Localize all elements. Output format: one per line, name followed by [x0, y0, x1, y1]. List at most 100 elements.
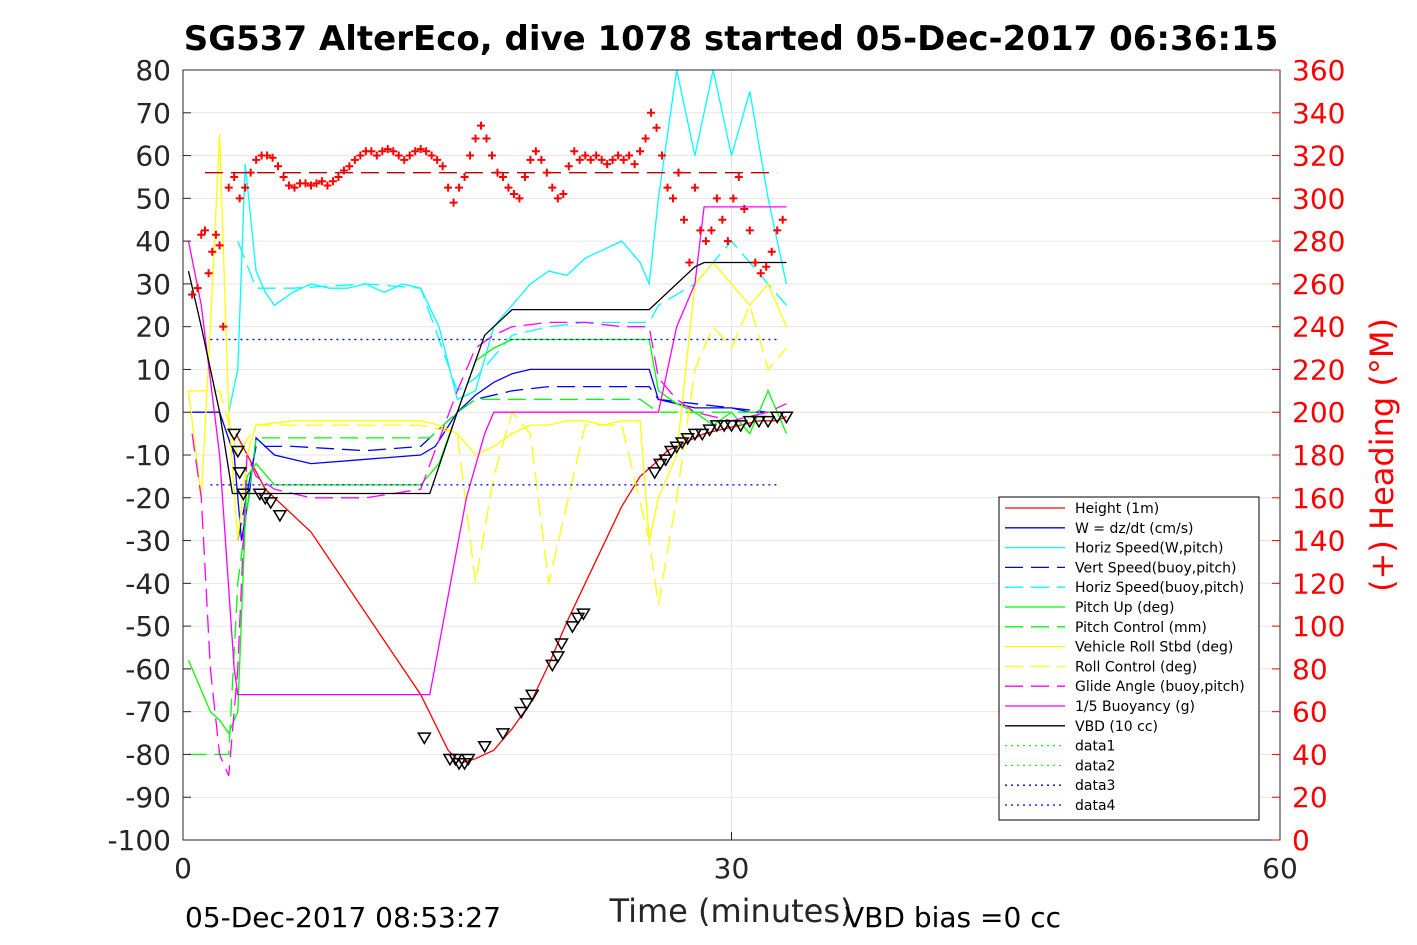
x-tick-label: 0 — [174, 852, 192, 885]
heading-point — [193, 284, 202, 293]
heading-point — [416, 145, 425, 154]
heading-point — [581, 151, 590, 160]
heading-point — [487, 151, 496, 160]
heading-point — [493, 168, 502, 177]
heading-point — [482, 134, 491, 143]
vbd-marker — [702, 424, 717, 437]
heading-point — [652, 123, 661, 132]
heading-point — [553, 194, 562, 203]
heading-point — [466, 151, 475, 160]
y-tick-label: 80 — [135, 54, 171, 87]
vbd-marker — [669, 441, 684, 454]
heading-point — [224, 183, 233, 192]
vbd-marker — [524, 689, 540, 703]
heading-point — [328, 177, 337, 186]
heading-point — [548, 183, 557, 192]
heading-point — [559, 190, 568, 199]
heading-point — [734, 172, 743, 181]
heading-point — [350, 155, 359, 164]
legend-box — [998, 496, 1260, 821]
heading-point — [211, 230, 220, 239]
right-y-tick-label: 320 — [1292, 140, 1345, 173]
heading-point — [515, 194, 524, 203]
heading-point — [235, 194, 244, 203]
heading-point — [383, 145, 392, 154]
vbd-marker — [680, 432, 695, 446]
heading-point — [679, 215, 688, 224]
heading-point — [531, 147, 540, 156]
heading-point — [455, 183, 464, 192]
series-line-8 — [187, 134, 787, 541]
vbd-marker — [232, 467, 247, 480]
heading-point — [334, 172, 343, 181]
right-y-tick-label: 160 — [1292, 482, 1345, 515]
y-tick-label: -80 — [125, 738, 171, 771]
legend-label: Roll Control (deg) — [1075, 659, 1197, 675]
heading-point — [471, 134, 480, 143]
y-tick-label: -60 — [125, 653, 171, 686]
vbd-marker — [570, 612, 586, 626]
vbd-marker — [576, 608, 591, 621]
series-line-1 — [235, 415, 787, 764]
right-y-tick-label: 0 — [1292, 824, 1310, 857]
heading-point — [619, 155, 628, 164]
vbd-marker — [226, 428, 242, 442]
y-tick-label: -70 — [125, 696, 171, 729]
y-tick-label: 70 — [135, 97, 171, 130]
heading-point — [411, 147, 420, 156]
legend-label: data2 — [1075, 758, 1115, 774]
vbd-marker — [417, 732, 432, 745]
y-tick-label: 10 — [135, 353, 171, 386]
legend-label: data4 — [1075, 798, 1116, 814]
legend-label: 1/5 Buoyancy (g) — [1075, 699, 1195, 715]
right-y-tick-label: 340 — [1292, 97, 1345, 130]
vbd-marker — [519, 698, 535, 711]
heading-point — [740, 205, 749, 214]
heading-point — [279, 172, 288, 181]
vbd-marker — [495, 728, 511, 741]
y-tick-label: 40 — [135, 225, 171, 258]
heading-point — [537, 155, 546, 164]
vbd-marker — [257, 492, 273, 506]
legend-label: VBD (10 cc) — [1075, 719, 1158, 735]
heading-point — [323, 181, 332, 190]
heading-point — [509, 190, 518, 199]
vbd-marker — [742, 415, 758, 429]
y-tick-label: -100 — [107, 824, 171, 857]
heading-point — [745, 226, 754, 235]
legend-label: Horiz Speed(buoy,pitch) — [1075, 580, 1244, 596]
heading-point — [762, 262, 771, 271]
heading-point — [252, 155, 261, 164]
legend-label: data1 — [1075, 739, 1115, 755]
heading-point — [647, 108, 656, 117]
heading-point — [608, 155, 617, 164]
footer-timestamp: 05-Dec-2017 08:53:27 — [185, 901, 501, 934]
vbd-marker — [724, 420, 739, 433]
right-y-tick-label: 140 — [1292, 525, 1345, 558]
legend-label: Horiz Speed(W,pitch) — [1075, 541, 1223, 557]
heading-point — [219, 322, 228, 331]
heading-point — [427, 151, 436, 160]
heading-point — [636, 147, 645, 156]
heading-point — [246, 168, 255, 177]
heading-point — [263, 151, 272, 160]
heading-point — [570, 147, 579, 156]
heading-point — [372, 151, 381, 160]
vbd-marker — [252, 488, 268, 501]
vbd-marker — [652, 458, 668, 472]
heading-point — [204, 269, 213, 278]
heading-point — [197, 230, 206, 239]
right-y-tick-label: 280 — [1292, 225, 1345, 258]
vbd-marker — [477, 740, 492, 754]
legend-label: Glide Angle (buoy,pitch) — [1075, 679, 1245, 695]
x-axis-label: Time (minutes) — [609, 892, 853, 930]
heading-point — [778, 215, 787, 224]
heading-point — [290, 183, 299, 192]
series-layer — [187, 69, 788, 777]
right-y-tick-label: 60 — [1292, 696, 1328, 729]
heading-point — [597, 155, 606, 164]
heading-point — [405, 151, 414, 160]
vbd-marker — [272, 509, 288, 523]
heading-point — [658, 151, 667, 160]
series-line-9 — [188, 303, 787, 605]
